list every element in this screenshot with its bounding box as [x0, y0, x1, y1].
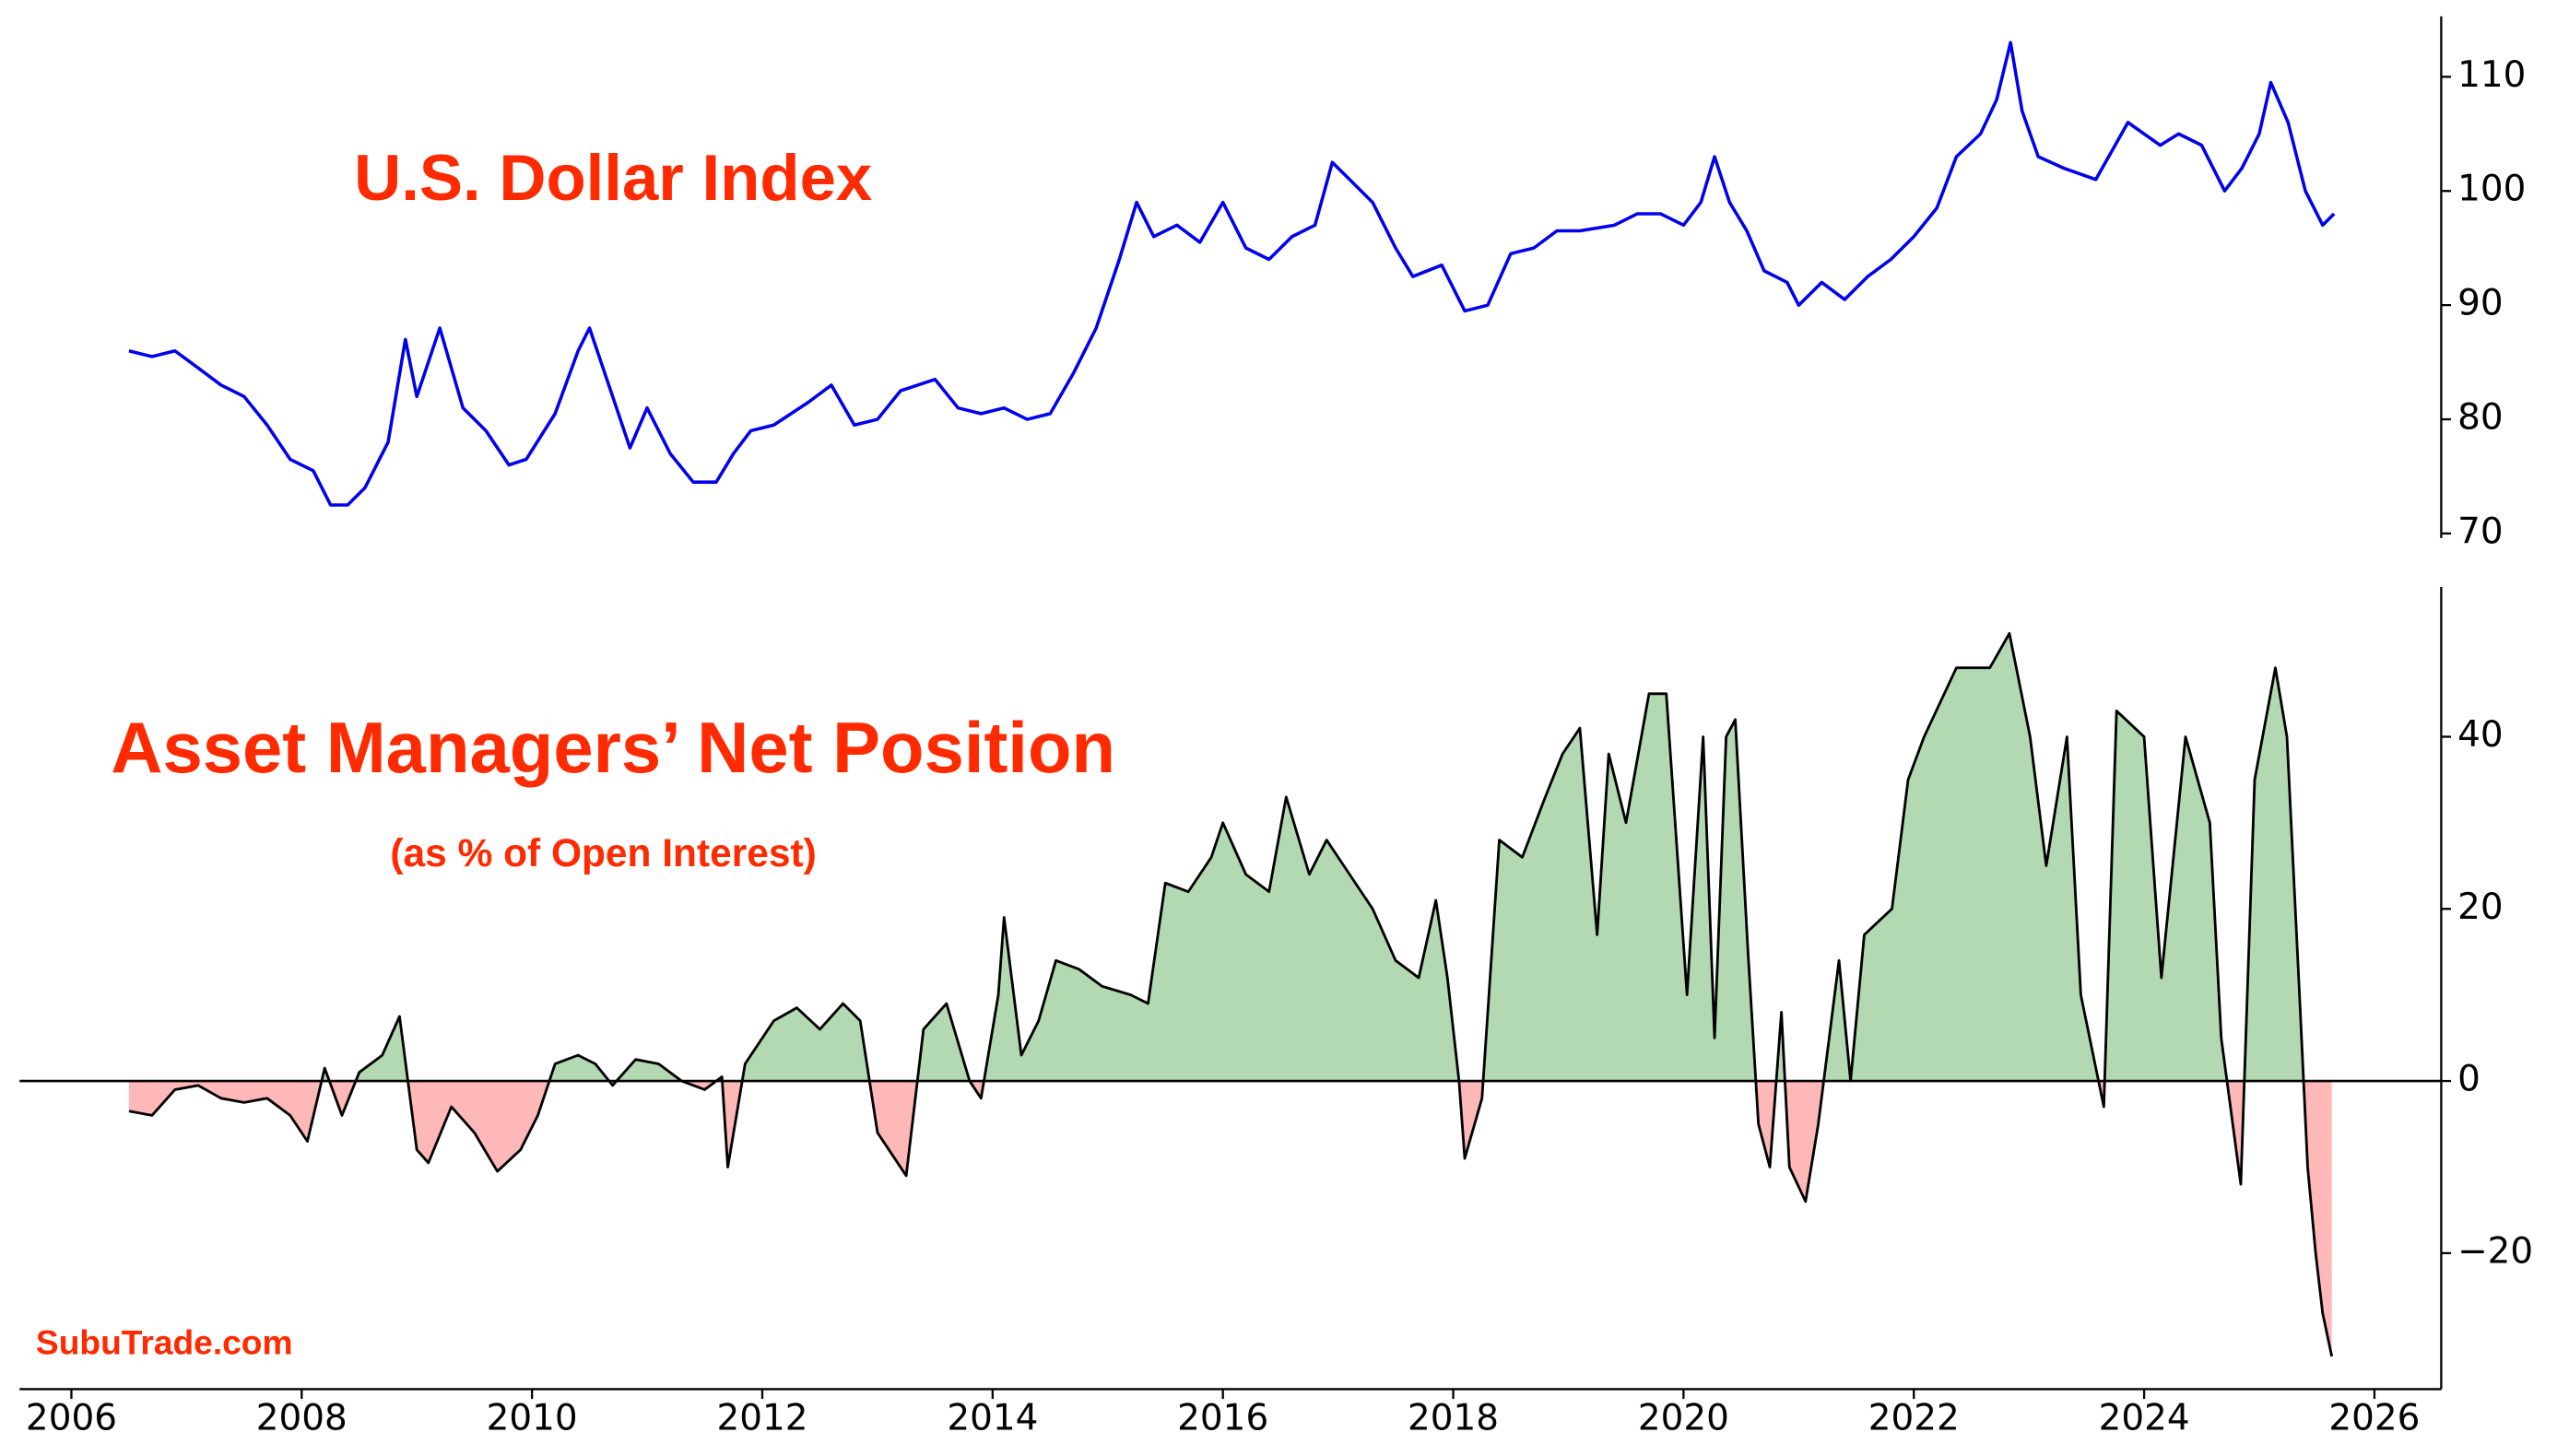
- y-tick-label: 40: [2457, 714, 2504, 756]
- x-tick-label: 2006: [26, 1398, 117, 1439]
- x-tick-label: 2016: [1177, 1398, 1268, 1439]
- positive-area: [321, 633, 2304, 1082]
- data-line: [128, 41, 2336, 507]
- x-tick-label: 2018: [1408, 1398, 1499, 1439]
- y-tick-label: 0: [2457, 1059, 2480, 1100]
- x-tick-label: 2010: [487, 1398, 578, 1439]
- x-tick-label: 2020: [1638, 1398, 1729, 1439]
- y-tick-label: 110: [2457, 54, 2526, 96]
- x-tick-label: 2012: [716, 1398, 807, 1439]
- y-tick-label: 80: [2457, 397, 2504, 439]
- annotation: SubuTrade.com: [36, 1322, 293, 1361]
- y-tick-label: 20: [2457, 887, 2504, 928]
- x-tick-label: 2024: [2099, 1398, 2190, 1439]
- chart-title: Asset Managers’ Net Position: [111, 709, 1115, 788]
- chart-subtitle: (as % of Open Interest): [390, 831, 816, 875]
- y-tick-label: −20: [2457, 1230, 2533, 1272]
- x-tick-label: 2014: [947, 1398, 1038, 1439]
- y-tick-label: 90: [2457, 283, 2504, 324]
- x-tick-label: 2026: [2328, 1398, 2420, 1439]
- x-tick-label: 2022: [1868, 1398, 1960, 1439]
- y-tick-label: 100: [2457, 169, 2526, 210]
- data-line: [128, 631, 2334, 1357]
- x-tick-label: 2008: [256, 1398, 348, 1439]
- y-tick-label: 70: [2457, 511, 2504, 552]
- chart-title: U.S. Dollar Index: [354, 141, 872, 214]
